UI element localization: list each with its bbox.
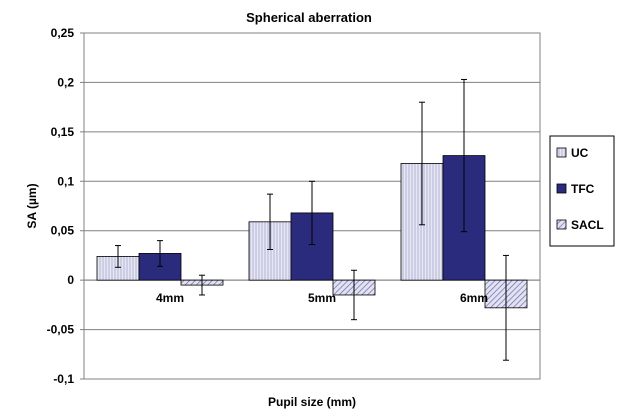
error-bar-tfc-4mm (157, 240, 163, 267)
y-tick-label: 0,25 (51, 26, 75, 40)
x-axis-label: Pupil size (mm) (268, 395, 356, 409)
error-bar-tfc-5mm (309, 180, 315, 246)
chart-title: Spherical aberration (246, 10, 372, 25)
y-tick-label: 0,05 (51, 224, 75, 238)
error-bar-tfc-6mm (461, 78, 467, 233)
y-tick-label: 0,1 (57, 174, 74, 188)
category-label-6mm: 6mm (460, 291, 488, 305)
y-axis-label: SA (µm) (25, 183, 39, 228)
y-axis-ticks: 0,25 0,2 0,15 0,1 0,05 0 -0,05 -0,1 (47, 26, 84, 386)
error-bar-uc-4mm (115, 245, 121, 268)
legend-item-uc: UC (556, 146, 589, 160)
legend-swatch (556, 219, 567, 230)
error-bar-uc-5mm (267, 193, 273, 250)
y-tick-label: -0,1 (53, 372, 74, 386)
y-tick-label: 0,15 (51, 125, 75, 139)
legend-item-tfc: TFC (556, 182, 595, 196)
legend-swatch (556, 183, 567, 194)
legend: UC TFC SACL (549, 135, 615, 247)
legend-item-sacl: SACL (556, 218, 604, 232)
error-bar-sacl-4mm (199, 274, 205, 296)
category-labels: 4mm 5mm 6mm (156, 291, 488, 305)
category-label-4mm: 4mm (156, 291, 184, 305)
y-tick-label: 0 (67, 273, 74, 287)
y-tick-label: -0,05 (47, 323, 75, 337)
error-bar-sacl-6mm (503, 254, 509, 361)
category-label-5mm: 5mm (308, 291, 336, 305)
error-bar-uc-6mm (419, 101, 425, 226)
legend-label: UC (571, 146, 589, 160)
error-bar-sacl-5mm (351, 269, 357, 321)
legend-label: TFC (571, 182, 595, 196)
y-tick-label: 0,2 (57, 75, 74, 89)
legend-swatch (556, 147, 567, 158)
legend-label: SACL (571, 218, 604, 232)
error-bars (115, 78, 509, 361)
